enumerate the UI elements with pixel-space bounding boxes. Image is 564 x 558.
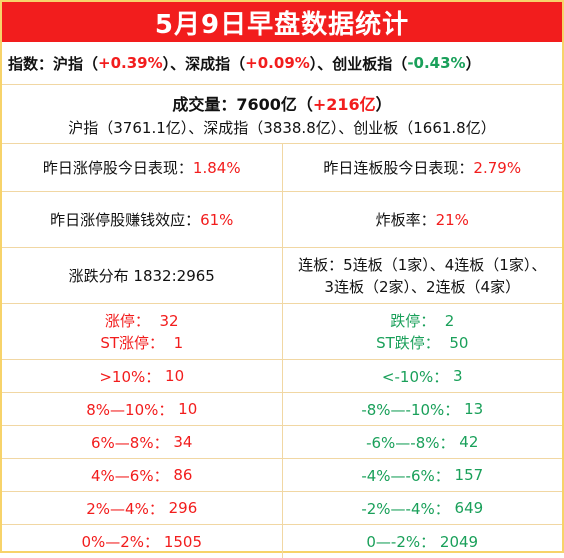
sz-index-change: +0.09%: [245, 54, 310, 72]
sh-index-change: +0.39%: [98, 54, 163, 72]
distribution-row: 涨跌分布 1832:2965 连板：5连板（1家）、4连板（1家）、 3连板（2…: [2, 248, 562, 304]
range-down-count: 649: [454, 499, 484, 517]
range-up-count: 10: [178, 400, 198, 418]
indices-row: 指数： 沪指（ +0.39% ）、 深成指（ +0.09% ）、 创业板指（ -…: [2, 42, 562, 85]
indices-summary: 指数： 沪指（ +0.39% ）、 深成指（ +0.09% ）、 创业板指（ -…: [2, 42, 562, 84]
prev-consec-value: 2.79%: [473, 158, 522, 177]
prev-consec-performance: 昨日连板股今日表现： 2.79%: [281, 144, 563, 191]
cy-index-close: ）: [465, 54, 481, 73]
prev-consec-label: 昨日连板股今日表现：: [323, 159, 474, 177]
volume-summary: 成交量：7600亿（+216亿） 沪指（3761.1亿）、深成指（3838.8亿…: [2, 85, 562, 143]
range-row: 6%—8%： 34 -6%—-8%： 42: [2, 426, 562, 459]
indices-prefix: 指数：: [8, 54, 54, 73]
range-row: >10%： 10 <-10%： 3: [2, 360, 562, 393]
consec-line-1: 连板：5连板（1家）、4连板（1家）、: [298, 255, 547, 274]
range-down-label: -8%—-10%：: [361, 400, 460, 419]
rise-fall-distribution: 涨跌分布 1832:2965: [68, 267, 215, 285]
range-up-label: >10%：: [99, 367, 161, 386]
range-row: 4%—6%： 86 -4%—-6%： 157: [2, 459, 562, 492]
volume-change: +216亿: [312, 94, 376, 114]
range-down-count: 13: [464, 400, 484, 418]
range-up-label: 0%—2%：: [81, 533, 160, 551]
range-table: >10%： 10 <-10%： 3 8%—10%： 10 -8%—-10%： 13 6%…: [2, 360, 562, 558]
page-title: 5月9日早盘数据统计: [2, 2, 562, 42]
range-down-label: -4%—-6%：: [361, 466, 450, 485]
st-limit-up-value: 1: [173, 333, 184, 352]
range-up-label: 4%—6%：: [91, 466, 169, 485]
range-up-cell: 0%—2%： 1505: [2, 525, 282, 558]
range-down-cell: 0—-2%： 2049: [281, 525, 563, 558]
range-down-label: <-10%：: [381, 367, 449, 386]
effect-row: 昨日涨停股赚钱效应： 61% 炸板率： 21%: [2, 192, 562, 248]
range-up-cell: 4%—6%： 86: [2, 459, 282, 491]
money-effect-label: 昨日涨停股赚钱效应：: [50, 211, 201, 229]
volume-label: 成交量：7600亿（: [172, 94, 313, 114]
range-down-label: 0—-2%：: [366, 533, 436, 551]
range-up-cell: 6%—8%： 34: [2, 426, 282, 458]
broken-board-label: 炸板率：: [375, 211, 436, 229]
consecutive-boards: 连板：5连板（1家）、4连板（1家）、 3连板（2家）、2连板（4家）: [281, 248, 563, 303]
range-row: 8%—10%： 10 -8%—-10%： 13: [2, 393, 562, 426]
range-up-count: 34: [173, 433, 193, 451]
cy-index-label: 创业板指（: [332, 54, 408, 73]
prev-limit-up-value: 1.84%: [192, 158, 241, 177]
broken-board-rate: 炸板率： 21%: [281, 192, 563, 247]
range-down-cell: -2%—-4%： 649: [281, 492, 563, 524]
limit-up-block: 涨停： 32 ST涨停： 1: [2, 304, 282, 359]
prev-limit-up-label: 昨日涨停股今日表现：: [42, 159, 193, 177]
volume-row: 成交量：7600亿（+216亿） 沪指（3761.1亿）、深成指（3838.8亿…: [2, 85, 562, 144]
money-effect: 昨日涨停股赚钱效应： 61%: [2, 192, 282, 247]
prev-limit-up-performance: 昨日涨停股今日表现： 1.84%: [2, 144, 282, 191]
cy-index-change: -0.43%: [407, 54, 466, 72]
range-down-label: -6%—-8%：: [366, 433, 455, 452]
st-limit-up-label: ST涨停：: [100, 333, 165, 352]
limit-up-value: 32: [159, 311, 179, 330]
range-up-cell: 2%—4%： 296: [2, 492, 282, 524]
range-up-label: 8%—10%：: [86, 400, 174, 419]
range-up-count: 1505: [163, 532, 203, 551]
volume-detail: 沪指（3761.1亿）、深成指（3838.8亿）、创业板（1661.8亿）: [68, 118, 496, 137]
consec-line-2: 3连板（2家）、2连板（4家）: [324, 277, 521, 296]
range-down-cell: -8%—-10%： 13: [281, 393, 563, 425]
range-down-count: 42: [459, 433, 479, 451]
range-down-cell: -4%—-6%： 157: [281, 459, 563, 491]
range-down-cell: <-10%： 3: [281, 360, 563, 392]
sz-index-close: ）、: [309, 54, 333, 73]
volume-close: ）: [375, 94, 392, 114]
range-up-label: 6%—8%：: [91, 433, 169, 452]
range-up-label: 2%—4%：: [86, 499, 164, 518]
range-down-cell: -6%—-8%： 42: [281, 426, 563, 458]
money-effect-value: 61%: [200, 210, 234, 229]
sz-index-label: 深成指（: [185, 54, 246, 73]
sh-index-label: 沪指（: [53, 54, 99, 73]
range-up-count: 296: [168, 499, 198, 517]
sh-index-close: ）、: [162, 54, 186, 73]
volume-total: 成交量：7600亿（+216亿）: [172, 91, 391, 115]
limit-down-block: 跌停： 2 ST跌停： 50: [281, 304, 563, 359]
range-up-cell: 8%—10%： 10: [2, 393, 282, 425]
st-limit-down-label: ST跌停：: [376, 333, 440, 352]
limit-row: 涨停： 32 ST涨停： 1 跌停： 2 ST跌停： 50: [2, 304, 562, 360]
limit-up-label: 涨停：: [104, 311, 150, 330]
range-up-count: 86: [173, 466, 193, 484]
range-row: 0%—2%： 1505 0—-2%： 2049: [2, 525, 562, 558]
range-down-count: 3: [453, 367, 463, 385]
range-up-count: 10: [165, 367, 185, 385]
limit-down-value: 2: [444, 311, 455, 330]
st-limit-down-value: 50: [449, 333, 469, 352]
range-row: 2%—4%： 296 -2%—-4%： 649: [2, 492, 562, 525]
range-down-label: -2%—-4%：: [361, 499, 450, 518]
range-down-count: 2049: [439, 532, 479, 551]
range-up-cell: >10%： 10: [2, 360, 282, 392]
range-down-count: 157: [454, 466, 484, 484]
limit-down-label: 跌停：: [390, 311, 436, 330]
performance-row: 昨日涨停股今日表现： 1.84% 昨日连板股今日表现： 2.79%: [2, 144, 562, 192]
broken-board-value: 21%: [435, 210, 469, 229]
